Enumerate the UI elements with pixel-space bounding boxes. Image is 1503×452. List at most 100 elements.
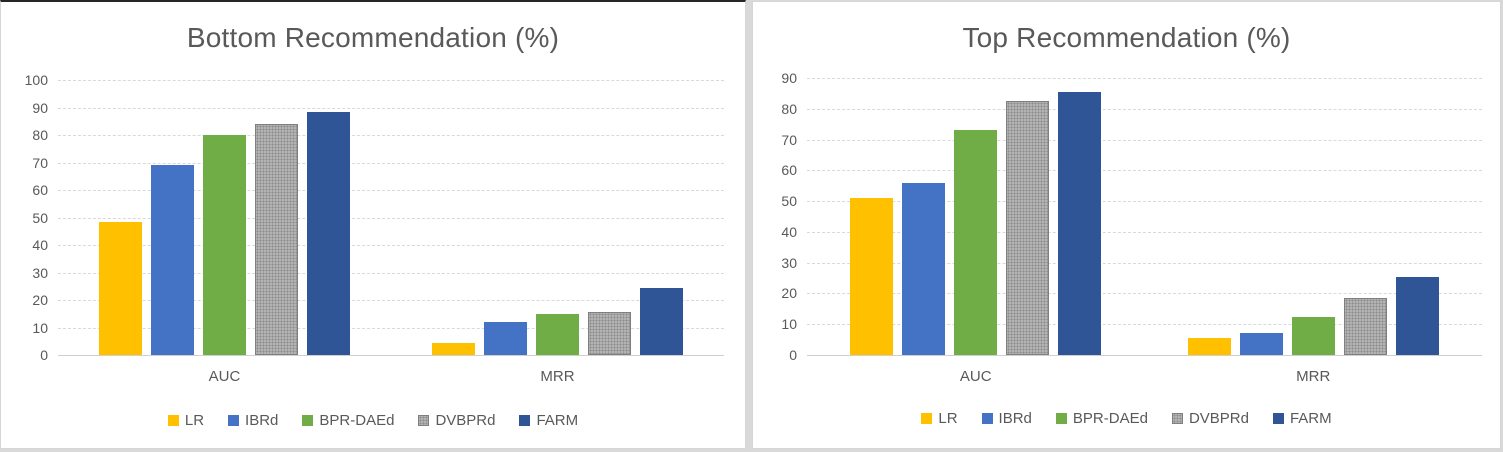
legend-label: LR: [938, 410, 958, 427]
gridline: [807, 108, 1482, 110]
gridline: [807, 324, 1482, 326]
legend-marker-lr: [921, 413, 933, 424]
y-tick-label: 10: [32, 319, 48, 336]
bar-dvbprd-auc: [255, 124, 298, 355]
bar-group-mrr: [1145, 276, 1483, 355]
bar-bpr-daed-auc: [203, 135, 246, 355]
bar-group-auc: [807, 91, 1145, 355]
gridline: [58, 135, 724, 136]
bar-ibrd-auc: [151, 165, 194, 355]
legend-label: IBRd: [245, 412, 279, 429]
y-tick-label: 70: [781, 131, 797, 148]
bar-lr-mrr: [1187, 338, 1231, 355]
y-tick-label: 40: [781, 223, 797, 240]
category-label-mrr: MRR: [1296, 368, 1331, 385]
y-tick-label: 100: [24, 72, 48, 88]
legend-marker-dvbprd: [418, 415, 430, 426]
legend-label: BPR-DAEd: [1072, 410, 1148, 427]
y-tick-label: 10: [781, 316, 797, 333]
gridline: [807, 139, 1482, 141]
gridline: [807, 201, 1482, 203]
legend-label: DVBPRd: [435, 412, 496, 429]
y-tick-label: 90: [781, 70, 797, 86]
category-label-auc: AUC: [208, 368, 241, 385]
y-tick-label: 30: [781, 254, 797, 271]
bar-lr-mrr: [432, 342, 475, 355]
gridline: [58, 217, 724, 219]
bottom-recommendation-chart: Bottom Recommendation (%) 0 10 20 30 40 50 60 7…: [0, 0, 746, 449]
plot-area: 0 10 20 30 40 50 60 70 80 90 100 AUC MRR: [25, 73, 724, 385]
y-tick-label: 20: [32, 292, 48, 308]
legend-marker-dvbprd: [1171, 413, 1183, 424]
gridline: [58, 327, 724, 329]
legend-marker-bpr-daed: [1055, 413, 1067, 424]
legend-item-farm: FARM: [519, 412, 578, 429]
bar-ibrd-mrr: [1239, 333, 1283, 355]
y-tick-label: 50: [781, 193, 797, 210]
gridline: [58, 190, 724, 191]
bar-ibrd-auc: [902, 182, 946, 355]
y-tick-label: 80: [781, 100, 797, 117]
bar-lr-auc: [850, 198, 894, 355]
bar-group-auc: [58, 111, 391, 355]
legend-item-ibrd: IBRd: [981, 410, 1032, 427]
bar-farm-auc: [1058, 91, 1102, 355]
category-label-auc: AUC: [959, 368, 992, 385]
legend-item-bpr-daed: BPR-DAEd: [1055, 410, 1148, 427]
plot-area: 0 10 20 30 40 50 60 70 80 90 AUC MRR: [781, 71, 1483, 385]
y-tick-label: 60: [32, 182, 48, 198]
chart-title: Top Recommendation (%): [962, 22, 1291, 53]
bar-group-mrr: [391, 287, 724, 355]
bar-farm-mrr: [1395, 276, 1439, 355]
top-recommendation-chart: Top Recommendation (%) 0 10 20 30 40 50 60 70 80…: [752, 1, 1501, 449]
legend-label: BPR-DAEd: [319, 412, 395, 429]
y-tick-label: 30: [32, 264, 48, 281]
legend-marker-farm: [519, 415, 531, 426]
bar-dvbprd-auc: [1006, 101, 1050, 355]
legend-item-lr: LR: [921, 410, 958, 427]
legend-marker-farm: [1272, 413, 1284, 424]
gridline: [58, 300, 724, 301]
gridline: [58, 245, 724, 246]
category-label-mrr: MRR: [540, 368, 575, 385]
y-tick-label: 40: [32, 237, 48, 253]
y-tick-label: 80: [32, 127, 48, 143]
legend-item-dvbprd: DVBPRd: [1171, 410, 1249, 427]
y-tick-label: 20: [781, 285, 797, 302]
legend-item-ibrd: IBRd: [228, 412, 278, 429]
bar-dvbprd-mrr: [588, 312, 631, 355]
legend-label: FARM: [1289, 410, 1332, 427]
bar-farm-auc: [307, 111, 350, 355]
legend-item-farm: FARM: [1272, 410, 1332, 427]
chart-legend: LR IBRd BPR-DAEd DVBPRd FARM: [1, 412, 745, 429]
bar-bpr-daed-mrr: [1291, 316, 1335, 355]
y-tick-label: 60: [781, 162, 797, 179]
legend-marker-ibrd: [228, 415, 240, 426]
legend-label: LR: [184, 412, 205, 429]
y-tick-label: 70: [32, 154, 48, 171]
y-tick-label: 50: [32, 209, 48, 226]
gridline: [58, 272, 724, 274]
bar-dvbprd-mrr: [1343, 298, 1387, 355]
legend-marker-ibrd: [981, 413, 993, 424]
legend-marker-lr: [167, 415, 179, 426]
gridline: [58, 162, 724, 164]
gridline: [807, 262, 1482, 264]
legend-item-bpr-daed: BPR-DAEd: [302, 412, 394, 429]
chart-title: Bottom Recommendation (%): [186, 22, 560, 53]
y-tick-label: 0: [40, 347, 48, 363]
chart-legend: LR IBRd BPR-DAEd DVBPRd FARM: [753, 410, 1500, 427]
gridline: [807, 293, 1482, 295]
bar-farm-mrr: [640, 287, 683, 355]
legend-item-lr: LR: [167, 412, 205, 429]
x-axis-line: [807, 355, 1482, 356]
legend-label: FARM: [536, 412, 579, 429]
gridline: [58, 80, 724, 81]
gridline: [58, 107, 724, 109]
bar-ibrd-mrr: [484, 322, 527, 355]
y-tick-label: 0: [789, 347, 797, 363]
gridline: [807, 78, 1482, 79]
legend-label: DVBPRd: [1188, 410, 1249, 427]
bar-bpr-daed-mrr: [536, 313, 579, 355]
